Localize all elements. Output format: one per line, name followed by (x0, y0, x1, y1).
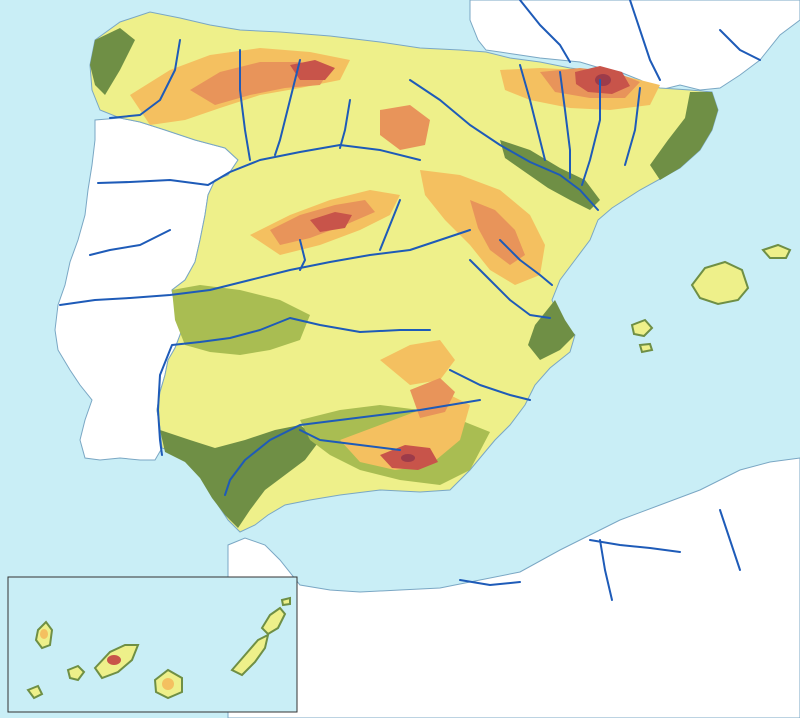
mallorca-island (690, 260, 750, 306)
guadalquivir-river (224, 399, 481, 496)
north-africa-land (227, 457, 800, 718)
catalan-coast-lowland (650, 92, 718, 180)
teide-peak (107, 655, 121, 665)
gredos-high (310, 212, 352, 232)
africa-river-4 (459, 579, 521, 586)
africa-river-1 (589, 539, 681, 553)
canary-islands-inset (7, 576, 298, 713)
extremadura-plain (172, 285, 310, 355)
africa-river-2 (599, 539, 613, 601)
iberian-mountains (470, 200, 525, 265)
ebro-tributary-4 (624, 87, 641, 166)
mulhacen-peak (401, 454, 415, 462)
duero-tributary-2 (239, 49, 251, 161)
ebro-lowland (500, 140, 600, 210)
mino-river (109, 39, 181, 119)
duero-tributary-3 (339, 99, 351, 149)
ebro-river (409, 79, 599, 211)
el-hierro-island (26, 684, 44, 700)
france-river-3 (719, 29, 761, 61)
galicia-coast-lowland (90, 28, 135, 95)
inset-frame (7, 576, 298, 713)
garonne-river (519, 0, 571, 63)
ibiza-island (630, 318, 654, 338)
duero-river (97, 144, 421, 186)
ebro-tributary-2 (559, 71, 571, 179)
mondego-river (89, 229, 171, 256)
jucar-river (469, 259, 551, 319)
cazorla-mountains (410, 378, 455, 418)
sierra-morena-hills (380, 340, 455, 385)
formentera-island (638, 342, 654, 354)
la-graciosa-island (280, 596, 291, 607)
tajo-tributary-1 (379, 199, 401, 251)
guadalquivir-lowland (160, 425, 320, 528)
fuerteventura-island (230, 633, 270, 677)
lanzarote-island (260, 606, 287, 636)
rivers (59, 0, 761, 601)
ebro-tributary-1 (519, 64, 546, 161)
la-palma-summit (40, 629, 48, 639)
guadiana-river (157, 317, 431, 456)
segura-river (449, 369, 531, 401)
gran-canaria-summit (162, 678, 174, 690)
menorca-island (761, 243, 792, 259)
aneto-peak (595, 74, 611, 86)
valencia-coast-lowland (528, 300, 575, 360)
cantabrian-high (290, 60, 335, 80)
demanda-mountains (380, 105, 430, 150)
turia-river (499, 239, 553, 286)
tajo-tributary-2 (299, 239, 306, 271)
tajo-river (59, 229, 471, 306)
picos-mountains (190, 62, 330, 105)
ebro-tributary-3 (581, 79, 601, 186)
france-land (469, 0, 800, 91)
la-gomera-island (66, 664, 86, 682)
france-river-2 (629, 0, 661, 81)
duero-tributary-1 (274, 59, 301, 156)
genil-river (299, 429, 401, 451)
africa-river-3 (719, 509, 741, 571)
